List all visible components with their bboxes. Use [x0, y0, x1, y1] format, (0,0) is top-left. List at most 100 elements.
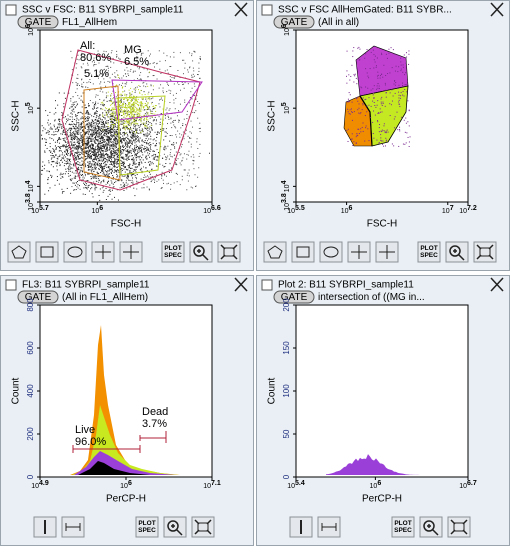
event-dot	[189, 131, 191, 133]
zoom-button[interactable]	[419, 516, 443, 538]
zoom-button[interactable]	[445, 241, 469, 263]
fit-button[interactable]	[191, 516, 215, 538]
event-dot	[99, 148, 101, 150]
event-dot	[102, 156, 104, 158]
event-dot	[405, 122, 407, 124]
event-dot	[126, 157, 128, 159]
close-button[interactable]	[234, 277, 248, 292]
range-tool[interactable]	[61, 516, 85, 538]
zoom-button[interactable]	[163, 516, 187, 538]
event-dot	[136, 114, 138, 116]
select-checkbox[interactable]	[261, 4, 273, 16]
select-checkbox[interactable]	[261, 279, 273, 291]
gate-button[interactable]: GATE	[17, 290, 59, 304]
event-dot	[124, 132, 126, 134]
event-dot	[116, 70, 118, 72]
gate-button[interactable]: GATE	[17, 15, 59, 29]
select-checkbox[interactable]	[5, 279, 17, 291]
event-dot	[106, 122, 108, 124]
event-dot	[95, 163, 97, 165]
quadrant-tool[interactable]	[375, 241, 399, 263]
event-dot	[357, 78, 359, 80]
rectangle-tool[interactable]	[35, 241, 59, 263]
gate-button[interactable]: GATE	[273, 15, 315, 29]
event-dot	[60, 150, 62, 152]
event-dot	[119, 132, 121, 134]
event-dot	[134, 145, 136, 147]
zoom-button[interactable]	[189, 241, 213, 263]
event-dot	[111, 86, 113, 88]
event-dot	[115, 171, 117, 173]
event-dot	[109, 132, 111, 134]
close-button[interactable]	[234, 2, 248, 17]
polygon-tool[interactable]	[263, 241, 287, 263]
event-dot	[84, 173, 86, 175]
event-dot	[88, 121, 90, 123]
cross-tool[interactable]	[91, 241, 115, 263]
event-dot	[74, 123, 76, 125]
threshold-tool[interactable]	[289, 516, 313, 538]
cross-tool[interactable]	[347, 241, 371, 263]
tool-button-bg	[391, 516, 415, 538]
event-dot	[55, 162, 57, 164]
threshold-tool[interactable]	[33, 516, 57, 538]
event-dot	[117, 148, 119, 150]
event-dot	[144, 161, 146, 163]
event-dot	[111, 189, 113, 191]
gate-outline	[117, 95, 166, 176]
event-dot	[135, 168, 137, 170]
select-checkbox[interactable]	[5, 4, 17, 16]
event-dot	[127, 175, 129, 177]
quadrant-tool[interactable]	[119, 241, 143, 263]
event-dot	[112, 121, 114, 123]
event-dot	[41, 173, 43, 175]
event-dot	[138, 104, 140, 106]
event-dot	[89, 149, 91, 151]
event-dot	[124, 73, 126, 75]
fit-button[interactable]	[217, 241, 241, 263]
polygon-tool[interactable]	[7, 241, 31, 263]
close-button[interactable]	[490, 277, 504, 292]
event-dot	[130, 68, 132, 70]
event-dot	[55, 133, 57, 135]
event-dot	[156, 165, 158, 167]
event-dot	[110, 100, 112, 102]
event-dot	[165, 175, 167, 177]
event-dot	[99, 199, 101, 201]
fit-button[interactable]	[447, 516, 471, 538]
range-tool[interactable]	[317, 516, 341, 538]
event-dot	[100, 86, 102, 88]
event-dot	[140, 132, 142, 134]
gate-button[interactable]: GATE	[273, 290, 315, 304]
event-dot	[77, 146, 79, 148]
event-dot	[120, 167, 122, 169]
event-dot	[164, 131, 166, 133]
fit-button[interactable]	[473, 241, 497, 263]
event-dot	[135, 111, 137, 113]
tool-icon	[449, 245, 461, 257]
event-dot	[123, 163, 125, 165]
ellipse-tool[interactable]	[63, 241, 87, 263]
event-dot	[134, 111, 136, 113]
event-dot	[167, 83, 169, 85]
event-dot	[105, 122, 107, 124]
event-dot	[143, 148, 145, 150]
event-dot	[57, 139, 59, 141]
ellipse-tool[interactable]	[319, 241, 343, 263]
event-dot	[105, 135, 107, 137]
event-dot	[113, 116, 115, 118]
event-dot	[362, 104, 364, 106]
event-dot	[95, 136, 97, 138]
event-dot	[380, 130, 382, 132]
close-button[interactable]	[490, 2, 504, 17]
event-dot	[60, 133, 62, 135]
tool-icon	[476, 244, 494, 260]
event-dot	[77, 74, 79, 76]
rectangle-tool[interactable]	[291, 241, 315, 263]
event-dot	[98, 132, 100, 134]
event-dot	[117, 74, 119, 76]
